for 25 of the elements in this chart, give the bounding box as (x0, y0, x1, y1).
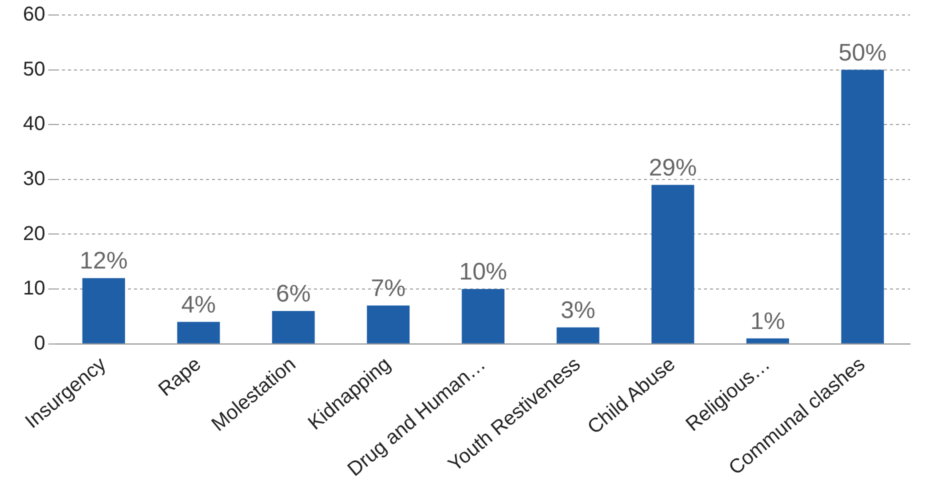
bar (841, 70, 884, 344)
y-tick-label: 0 (34, 332, 46, 354)
data-label: 4% (181, 292, 216, 319)
bar (462, 289, 504, 344)
data-label: 10% (459, 258, 508, 286)
y-tick-label: 20 (22, 222, 46, 245)
data-label: 12% (80, 248, 128, 275)
bar (82, 278, 126, 344)
y-tick-label: 50 (22, 58, 46, 80)
bar (652, 184, 694, 344)
data-label: 50% (838, 39, 887, 66)
y-tick-label: 30 (22, 168, 46, 190)
data-label: 29% (648, 154, 697, 182)
y-tick-label: 10 (22, 278, 46, 300)
bar (366, 305, 410, 344)
data-label: 3% (560, 297, 596, 324)
bar (272, 310, 315, 344)
y-tick-label: 40 (22, 113, 46, 136)
bar (746, 338, 790, 344)
bar (556, 327, 600, 344)
data-label: 6% (276, 280, 311, 308)
y-tick-label: 60 (22, 4, 46, 26)
data-label: 7% (370, 275, 406, 302)
bar (177, 322, 220, 344)
data-label: 1% (750, 308, 786, 336)
